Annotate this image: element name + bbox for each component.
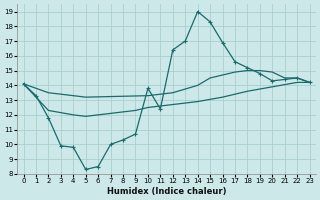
X-axis label: Humidex (Indice chaleur): Humidex (Indice chaleur) [107,187,226,196]
